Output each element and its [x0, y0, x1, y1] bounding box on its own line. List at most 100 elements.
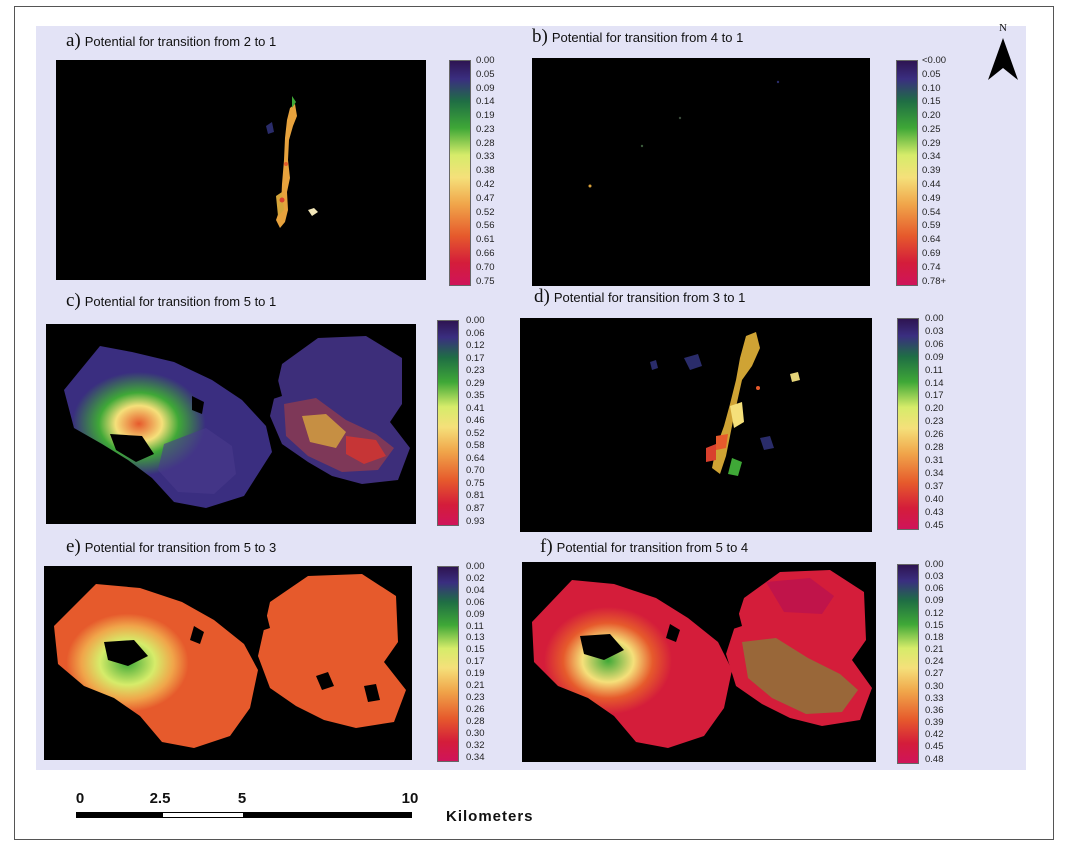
panel-c-tick: 0.46: [466, 415, 485, 427]
panel-e-title-text: Potential for transition from 5 to 3: [84, 540, 277, 555]
panel-f-ticks: 0.00 0.03 0.06 0.09 0.12 0.15 0.18 0.21 0.24 0.27…: [925, 560, 944, 764]
panel-b-tick: 0.15: [922, 96, 941, 108]
north-arrow: N: [986, 22, 1020, 82]
scale-label-10: 10: [401, 790, 419, 807]
panel-e-tick: 0.13: [466, 632, 485, 644]
panel-f-tick: 0.03: [925, 571, 944, 583]
panel-e-title: e) Potential for transition from 5 to 3: [66, 536, 276, 558]
panel-a-ticks: 0.00 0.05 0.09 0.14 0.19 0.23 0.28 0.33 0.38 0.42…: [476, 56, 495, 286]
panel-e-tick: 0.11: [466, 620, 484, 632]
panel-f-tick: 0.00: [925, 559, 944, 570]
panel-d-tick: 0.03: [925, 325, 944, 337]
panel-b-tick: 0.34: [922, 151, 941, 163]
panel-a-letter: a): [66, 30, 81, 51]
scale-segment-3: [244, 812, 412, 818]
panel-b-tick: 0.39: [922, 165, 941, 177]
panel-b-tick: 0.10: [922, 82, 941, 94]
panel-d-title-text: Potential for transition from 3 to 1: [553, 290, 746, 305]
panel-d-tick: 0.23: [925, 416, 944, 428]
panel-c-colorbar: [437, 320, 459, 526]
panel-f-map: [522, 562, 876, 762]
panel-a-tick: 0.33: [476, 151, 495, 163]
panel-e-map: [44, 566, 412, 760]
panel-d-tick: 0.40: [925, 493, 944, 505]
panel-a-tick: 0.52: [476, 206, 495, 218]
panel-e-tick: 0.32: [466, 739, 485, 751]
panel-a-tick: 0.56: [476, 220, 495, 232]
panel-d-tick: 0.34: [925, 467, 944, 479]
scale-unit: Kilometers: [446, 808, 534, 825]
panel-b-tick: <0.00: [922, 55, 947, 66]
panel-b-tick: 0.25: [922, 123, 941, 135]
panel-c-tick: 0.75: [466, 477, 485, 489]
panel-c-ticks: 0.00 0.06 0.12 0.17 0.23 0.29 0.35 0.41 0.46 0.52…: [466, 316, 485, 526]
panel-b-letter: b): [532, 26, 548, 47]
panel-a-map: [56, 60, 426, 280]
panel-e-tick: 0.30: [466, 727, 485, 739]
scale-segment-2: [162, 812, 244, 818]
panel-f-tick: 0.48: [925, 753, 944, 765]
panel-d-tick: 0.45: [925, 519, 944, 531]
panel-c-tick: 0.23: [466, 365, 485, 377]
panel-a-tick: 0.14: [476, 96, 495, 108]
panel-a-tick: 0.05: [476, 68, 495, 80]
panel-f-tick: 0.15: [925, 619, 944, 631]
panel-d-tick: 0.17: [925, 390, 944, 402]
panel-b-tick: 0.29: [922, 137, 941, 149]
north-label: N: [999, 22, 1007, 34]
scale-label-0: 0: [75, 790, 85, 807]
panel-c-tick: 0.70: [466, 465, 485, 477]
panel-a-tick: 0.09: [476, 82, 495, 94]
panel-d-tick: 0.06: [925, 338, 944, 350]
panel-f-tick: 0.12: [925, 607, 944, 619]
panel-e-tick: 0.04: [466, 584, 485, 596]
panel-c-tick: 0.52: [466, 427, 485, 439]
panel-f-tick: 0.06: [925, 583, 944, 595]
panel-e-tick: 0.17: [466, 656, 485, 668]
north-arrow-icon: [988, 38, 1018, 80]
panel-b-ticks: <0.00 0.05 0.10 0.15 0.20 0.25 0.29 0.34 0.39 0.4…: [922, 56, 946, 286]
panel-c-letter: c): [66, 290, 81, 311]
panel-c-tick: 0.58: [466, 440, 485, 452]
panel-c-tick: 0.64: [466, 452, 485, 464]
panel-c-title-text: Potential for transition from 5 to 1: [84, 294, 277, 309]
panel-b-tick: 0.44: [922, 179, 941, 191]
panel-f-tick: 0.33: [925, 692, 944, 704]
panel-b-tick: 0.49: [922, 192, 941, 204]
panel-b-title: b) Potential for transition from 4 to 1: [532, 26, 743, 48]
panel-d-tick: 0.28: [925, 442, 944, 454]
panel-b-tick: 0.64: [922, 234, 941, 246]
panel-a-title: a) Potential for transition from 2 to 1: [66, 30, 276, 52]
panel-a-tick: 0.23: [476, 123, 495, 135]
scale-label-2-5: 2.5: [149, 790, 171, 807]
panel-e-tick: 0.28: [466, 715, 485, 727]
panel-d-tick: 0.43: [925, 506, 944, 518]
panel-c-tick: 0.12: [466, 340, 485, 352]
panel-c-tick: 0.17: [466, 352, 485, 364]
panel-f-letter: f): [540, 536, 553, 557]
panel-b-tick: 0.74: [922, 261, 941, 273]
panel-b-tick: 0.78+: [922, 275, 947, 287]
panel-a-tick: 0.42: [476, 179, 495, 191]
panel-e-ticks: 0.00 0.02 0.04 0.06 0.09 0.11 0.13 0.15 0.17 0.19…: [466, 562, 485, 762]
panel-e-tick: 0.19: [466, 668, 485, 680]
panel-c-tick: 0.81: [466, 490, 485, 502]
panel-d-tick: 0.37: [925, 480, 944, 492]
panel-a-tick: 0.19: [476, 110, 495, 122]
panel-f-tick: 0.36: [925, 704, 944, 716]
panel-c-title: c) Potential for transition from 5 to 1: [66, 290, 276, 312]
panel-e-tick: 0.23: [466, 691, 485, 703]
panel-c-tick: 0.00: [466, 315, 485, 326]
panel-a-colorbar: [449, 60, 471, 286]
panel-a-tick: 0.61: [476, 234, 495, 246]
panel-c-tick: 0.41: [466, 402, 485, 414]
panel-f-title-text: Potential for transition from 5 to 4: [556, 540, 749, 555]
panel-b-tick: 0.20: [922, 110, 941, 122]
panel-f-tick: 0.39: [925, 717, 944, 729]
panel-e-colorbar: [437, 566, 459, 762]
panel-d-ticks: 0.00 0.03 0.06 0.09 0.11 0.14 0.17 0.20 0.23 0.26…: [925, 314, 944, 530]
panel-f-tick: 0.27: [925, 668, 944, 680]
panel-b-tick: 0.59: [922, 220, 941, 232]
panel-e-tick: 0.02: [466, 572, 485, 584]
panel-a-tick: 0.70: [476, 261, 495, 273]
